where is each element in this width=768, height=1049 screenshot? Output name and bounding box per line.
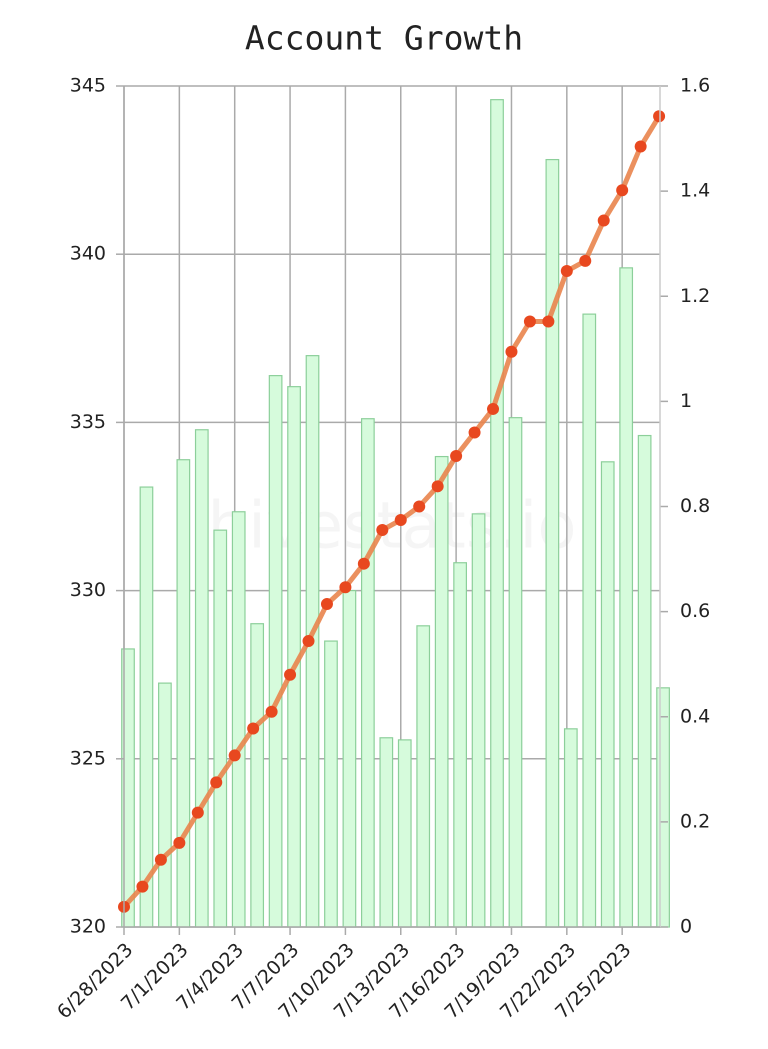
y-tick-label: 325 [70, 747, 106, 769]
bar [250, 623, 265, 928]
bar [324, 640, 338, 928]
y2-tick-label: 1.2 [680, 285, 710, 307]
bar [545, 158, 560, 928]
bar [213, 529, 228, 928]
bar [600, 461, 615, 928]
bar [490, 99, 504, 928]
bar [360, 418, 375, 928]
point [597, 214, 610, 227]
bar [471, 513, 486, 928]
point [265, 705, 278, 718]
point [394, 513, 407, 526]
bar [508, 417, 523, 928]
line-layer [118, 110, 666, 913]
bar [434, 455, 449, 928]
y-tick-label: 330 [70, 579, 106, 601]
point [542, 315, 555, 328]
point [228, 749, 241, 762]
y2-tick-label: 0 [680, 916, 692, 938]
point [376, 524, 389, 537]
bar [453, 562, 467, 928]
point [523, 315, 536, 328]
bar [194, 429, 209, 928]
bar [342, 589, 357, 928]
bar [637, 434, 652, 928]
point [579, 254, 592, 267]
y-tick-label: 320 [70, 916, 106, 938]
point [210, 776, 223, 789]
bar [176, 459, 191, 928]
y2-tick-label: 0.8 [680, 495, 710, 517]
y2-tick-label: 0.4 [680, 705, 710, 727]
point [191, 806, 204, 819]
bar [139, 486, 154, 928]
bar [563, 728, 578, 928]
y2-tick-label: 0.6 [680, 600, 710, 622]
point [357, 557, 370, 570]
point [413, 500, 426, 513]
bar [582, 313, 597, 928]
y-tick-label: 345 [70, 75, 106, 97]
y2-tick-label: 1.4 [680, 180, 710, 202]
x-tick-label: 6/28/2023 [53, 939, 137, 1023]
point [505, 345, 518, 358]
point [136, 880, 149, 893]
bar [158, 682, 172, 928]
point [339, 581, 352, 594]
y2-tick-label: 0.2 [680, 810, 710, 832]
point [154, 853, 167, 866]
y2-tick-label: 1.6 [680, 75, 710, 97]
bar [397, 739, 412, 928]
point [320, 598, 333, 611]
y2-tick-label: 1 [680, 390, 692, 412]
bar [416, 625, 431, 928]
point [487, 402, 500, 415]
bar [619, 267, 634, 928]
bars [121, 99, 670, 928]
point [302, 635, 315, 648]
point [560, 265, 573, 278]
point [431, 480, 444, 493]
point [634, 140, 647, 153]
bar [268, 375, 283, 928]
point [653, 110, 666, 123]
y-tick-label: 335 [70, 411, 106, 433]
bar [231, 511, 246, 928]
point [284, 668, 297, 681]
chart-title: Account Growth [245, 19, 523, 58]
point [616, 184, 629, 197]
point [173, 836, 186, 849]
point [450, 450, 463, 463]
point [468, 426, 481, 439]
point [247, 722, 260, 735]
y-tick-label: 340 [70, 243, 106, 265]
bar [656, 687, 670, 928]
bar [379, 737, 394, 928]
